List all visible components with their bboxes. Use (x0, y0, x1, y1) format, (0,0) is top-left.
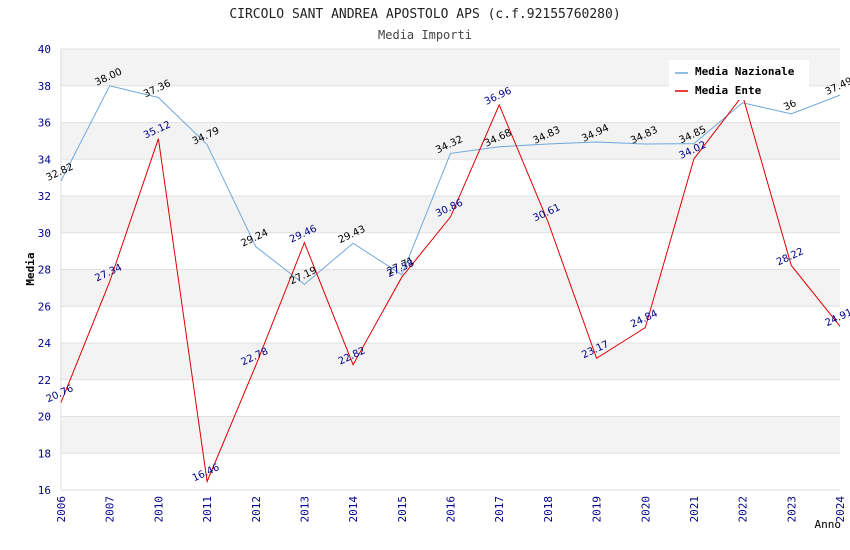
x-tick-label: 2014 (347, 496, 360, 523)
y-axis-ticks: 16 18 20 22 24 26 28 30 32 34 36 38 40 (38, 43, 52, 497)
x-tick-label: 2011 (201, 496, 214, 523)
y-tick-label: 36 (38, 117, 51, 130)
x-tick-label: 2023 (785, 496, 798, 523)
grid-band (61, 159, 840, 196)
y-tick-label: 22 (38, 374, 51, 387)
x-tick-label: 2024 (834, 496, 847, 523)
y-tick-label: 32 (38, 190, 51, 203)
y-tick-label: 38 (38, 80, 51, 93)
legend: Media Nazionale Media Ente (669, 60, 809, 100)
grid-lines (60, 48, 840, 491)
y-tick-label: 30 (38, 227, 51, 240)
x-tick-label: 2019 (591, 496, 604, 523)
chart-subtitle: Media Importi (378, 28, 472, 42)
grid-band (61, 269, 840, 307)
grid-band (61, 379, 840, 417)
y-tick-label: 20 (38, 411, 51, 424)
x-tick-label: 2015 (396, 496, 409, 523)
y-tick-label: 26 (38, 300, 51, 313)
y-tick-label: 34 (38, 153, 52, 166)
y-tick-label: 18 (38, 447, 51, 460)
chart-title: CIRCOLO SANT ANDREA APOSTOLO APS (c.f.92… (229, 7, 620, 22)
x-axis-ticks: 2006 2007 2010 2011 2012 2013 2014 2015 2016 2017… (55, 496, 847, 523)
legend-box (669, 60, 809, 100)
x-tick-label: 2010 (152, 496, 165, 523)
x-tick-label: 2017 (493, 496, 506, 523)
grid-band (61, 343, 840, 380)
x-tick-label: 2013 (298, 496, 311, 523)
grid-band (61, 453, 840, 490)
x-axis-title: Anno (815, 518, 842, 531)
x-tick-label: 2007 (104, 496, 117, 523)
x-tick-label: 2006 (55, 496, 68, 523)
x-tick-label: 2020 (639, 496, 652, 523)
grid-band (61, 232, 840, 270)
y-axis-title: Media (24, 252, 37, 285)
y-tick-label: 40 (38, 43, 51, 56)
x-tick-label: 2018 (542, 496, 555, 523)
x-tick-label: 2021 (688, 496, 701, 523)
x-tick-label: 2012 (250, 496, 263, 523)
y-tick-label: 28 (38, 264, 51, 277)
grid-band (61, 416, 840, 454)
legend-label-media-nazionale: Media Nazionale (695, 65, 795, 78)
series-line-media-ente (60, 94, 841, 484)
y-tick-label: 16 (38, 484, 51, 497)
data-label: 36 (782, 98, 798, 113)
series-group (60, 85, 841, 484)
x-tick-label: 2022 (737, 496, 750, 523)
series-line-media-nazionale (60, 85, 841, 286)
y-tick-label: 24 (38, 337, 52, 350)
x-tick-label: 2016 (445, 496, 458, 523)
legend-label-media-ente: Media Ente (695, 84, 762, 97)
grid-band (61, 306, 840, 343)
grid-band (61, 196, 840, 233)
